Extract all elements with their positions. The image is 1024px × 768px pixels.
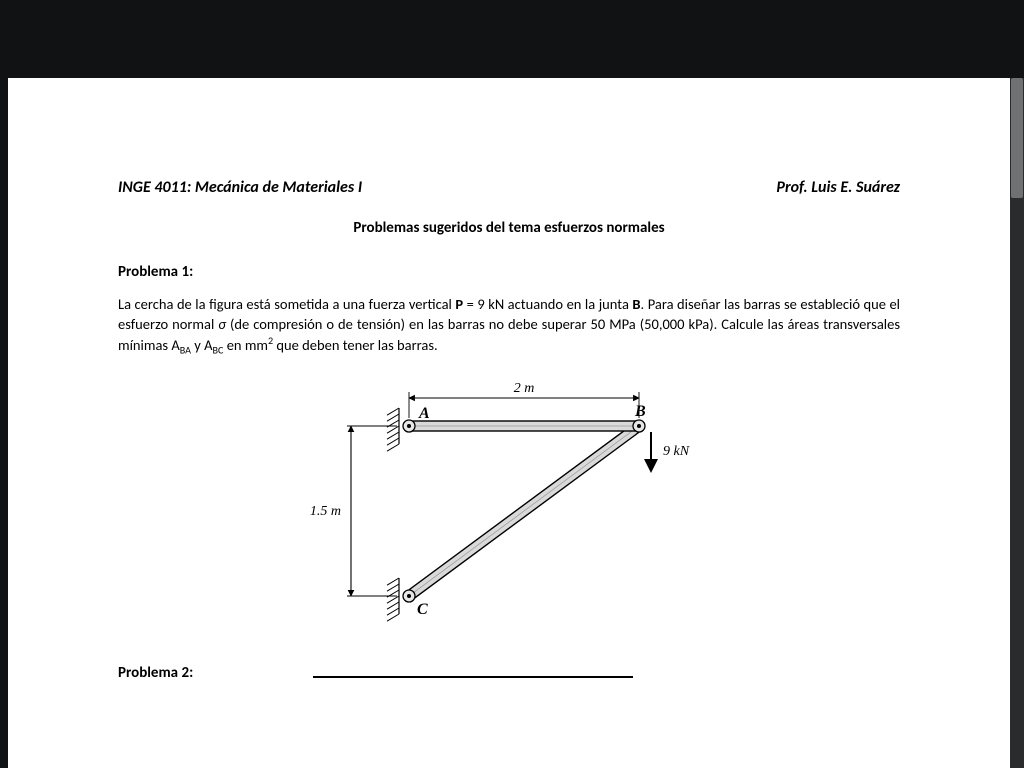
problem2-label: Problema 2: <box>118 664 193 682</box>
problem1-label: Problema 1: <box>118 263 900 281</box>
doc-subtitle: Problemas sugeridos del tema esfuerzos n… <box>118 219 900 237</box>
svg-text:1.5 m: 1.5 m <box>310 504 341 519</box>
problem1-text: La cercha de la figura está sometida a u… <box>118 295 900 358</box>
course-title: INGE 4011: Mecánica de Materiales I <box>118 178 362 197</box>
scrollbar-thumb[interactable] <box>1011 78 1023 198</box>
svg-text:9 kN: 9 kN <box>663 444 690 459</box>
doc-header: INGE 4011: Mecánica de Materiales I Prof… <box>118 178 900 197</box>
scan-artifact-line <box>313 676 633 678</box>
svg-text:2 m: 2 m <box>514 381 535 396</box>
viewer-topbar <box>0 0 1024 78</box>
scrollbar-track[interactable] <box>1010 78 1024 768</box>
svg-text:B: B <box>634 403 646 420</box>
page-area: INGE 4011: Mecánica de Materiales I Prof… <box>0 78 1024 768</box>
truss-diagram: A B C 2 m 1.5 m 9 kN <box>309 376 709 636</box>
professor-name: Prof. Luis E. Suárez <box>776 178 900 197</box>
document-page: INGE 4011: Mecánica de Materiales I Prof… <box>8 78 1010 768</box>
svg-text:C: C <box>417 601 428 618</box>
figure-container: A B C 2 m 1.5 m 9 kN <box>118 376 900 636</box>
svg-text:A: A <box>418 405 430 422</box>
